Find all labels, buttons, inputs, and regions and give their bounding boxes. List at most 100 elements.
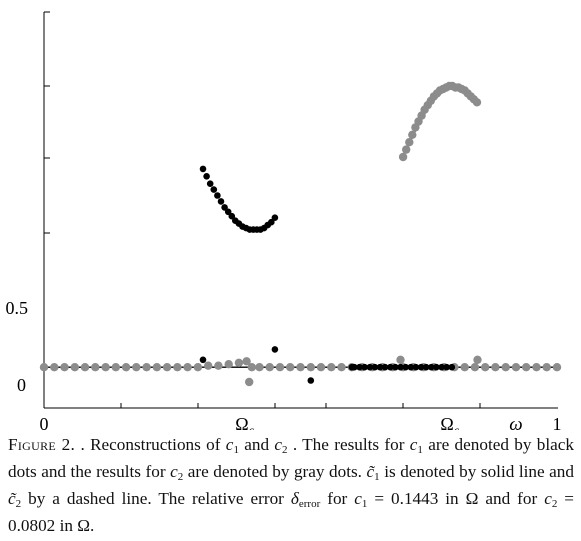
c2-data-point: [91, 363, 100, 372]
reference-curves: [44, 85, 557, 368]
c2-data-point: [142, 363, 151, 372]
c1-data-point: [387, 363, 394, 371]
c1-data-point: [397, 363, 404, 371]
c1-data-point: [199, 356, 207, 364]
y-tick-label: 0: [17, 375, 26, 395]
c1-data-point: [422, 363, 430, 371]
c1-data-point: [417, 363, 425, 371]
c2-data-point: [183, 363, 192, 372]
c2-data-point: [552, 363, 562, 372]
caption-text-6: by a dashed line. The relative error: [21, 489, 291, 508]
c2-symbol: c: [274, 435, 283, 454]
c1-subscript: 1: [233, 444, 239, 456]
delta-symbol: δ: [290, 489, 299, 508]
c2-data-point: [173, 363, 182, 372]
c2-data-point: [101, 363, 110, 372]
caption-text-2: . The results for: [287, 435, 410, 454]
c2-data-point: [286, 363, 295, 372]
c2-data-point: [50, 363, 59, 372]
data-points: [39, 81, 562, 387]
c2-data-point: [481, 363, 490, 372]
c2-data-point: [224, 360, 233, 369]
c2-data-point: [511, 363, 521, 372]
c2-data-point: [402, 145, 411, 154]
c1-data-point: [217, 198, 225, 205]
c2-data-point: [542, 363, 551, 372]
c2-data-point: [470, 363, 480, 372]
caption-text-1: . Reconstructions of: [75, 435, 226, 454]
c1-data-point: [206, 180, 214, 187]
tick-labels: 0 1 0 0.5 Ωc1 Ωc2 ω: [6, 298, 562, 430]
figure-label: Figure 2.: [8, 435, 76, 454]
delta-subscript: error: [298, 498, 321, 510]
c1-data-point: [428, 363, 435, 371]
c2-data-point: [247, 363, 256, 372]
c1-data-point: [366, 363, 374, 371]
c1-data-point: [412, 363, 420, 371]
c2-symbol: c: [544, 489, 552, 508]
c1-data-point: [392, 363, 399, 371]
c2-data-point: [255, 363, 264, 372]
omega-interval-label: Ωc1: [235, 414, 258, 430]
c2-data-point: [396, 355, 405, 364]
x-minor-ticks: [120, 403, 481, 408]
c2-data-point: [245, 377, 254, 387]
tilde-c2-subscript: 2: [15, 498, 22, 510]
c1-subscript: 1: [417, 444, 423, 456]
c1-data-point: [224, 208, 232, 216]
c2-data-point: [398, 152, 408, 162]
c2-data-point: [337, 363, 346, 372]
c1-data-point: [381, 363, 389, 371]
c2-data-point: [193, 363, 203, 372]
c1-data-point: [371, 363, 379, 371]
omega-interval-label: Ωc2: [440, 414, 463, 430]
c1-data-point: [448, 363, 456, 371]
c2-data-point: [214, 361, 223, 370]
c2-data-point: [296, 363, 305, 372]
c1-data-point: [271, 214, 279, 221]
x-symbol-label: ω: [509, 414, 522, 430]
figure-plot: 0 1 0 0.5 Ωc1 Ωc2 ω: [6, 11, 562, 430]
c1-data-point: [271, 346, 279, 353]
caption-eq-2: = 0.0802 in Ω.: [8, 489, 574, 535]
c2-data-point: [473, 355, 482, 364]
caption-text-4: are denoted by gray dots.: [183, 462, 367, 481]
c2-data-point: [70, 363, 80, 372]
c2-data-point: [162, 363, 172, 372]
c1-data-point: [438, 363, 445, 371]
c2-data-point: [265, 363, 274, 372]
c1-data-point: [307, 377, 315, 384]
c2-symbol: c: [170, 462, 178, 481]
c1-data-point: [268, 218, 275, 226]
c1-data-point: [376, 363, 384, 371]
c2-data-point: [405, 138, 414, 147]
c2-data-point: [39, 363, 49, 372]
c2-data-point: [491, 363, 500, 372]
caption-text-3: are denoted by black dots and the result…: [8, 435, 575, 481]
c1-data-point: [433, 363, 440, 371]
c1-data-point: [199, 165, 207, 173]
c2-data-point: [316, 363, 326, 372]
c2-data-point: [532, 363, 541, 372]
tilde-c2-symbol: c̃: [8, 489, 16, 508]
c2-data-point: [204, 361, 213, 370]
caption-text-5: is denoted by solid line and: [379, 462, 574, 481]
c1-symbol: c: [225, 435, 234, 454]
x-tick-label: 1: [553, 414, 562, 430]
caption-eq-1: = 0.1443 in Ω and for: [367, 489, 545, 508]
figure-caption: Figure 2. . Reconstructions of c1 and c2…: [8, 434, 574, 537]
tilde-c1-subscript: 1: [374, 471, 380, 483]
c2-data-point: [522, 363, 531, 372]
caption-and: and: [238, 435, 275, 454]
c2-data-point: [132, 363, 141, 372]
c2-data-point: [306, 363, 315, 372]
axes: [43, 11, 558, 409]
c1-data-point: [203, 173, 210, 180]
c1-data-point: [221, 204, 228, 211]
c2-data-point: [242, 357, 251, 366]
c2-data-point: [80, 363, 90, 372]
c1-data-point: [361, 363, 368, 371]
c2-data-point: [121, 363, 131, 372]
c1-data-point: [214, 192, 221, 199]
tilde-c1-symbol: c̃: [366, 462, 375, 481]
